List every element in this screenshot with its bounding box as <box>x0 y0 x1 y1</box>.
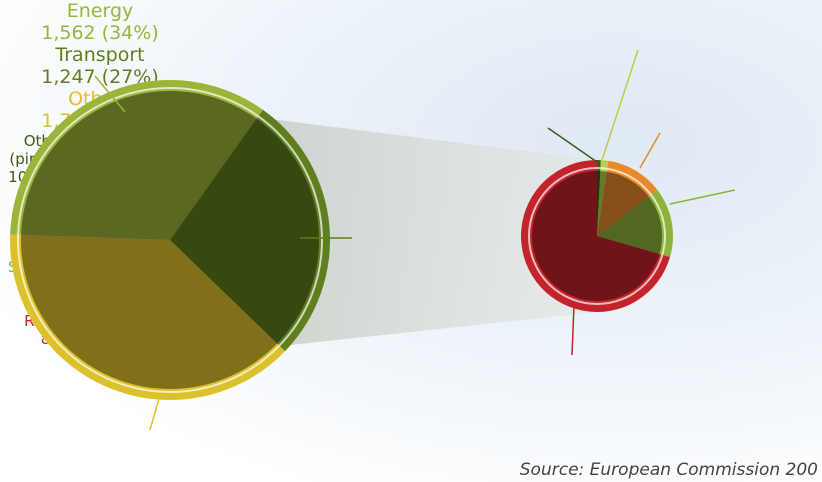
label-name: Transport <box>55 44 145 66</box>
data-label: Transport 1,247 (27%) <box>0 44 200 88</box>
leader-line <box>571 304 575 356</box>
connector <box>262 118 597 347</box>
ring <box>17 87 323 393</box>
pie-slice <box>597 160 658 236</box>
label-name: Energy <box>66 0 134 22</box>
leader-line <box>547 127 598 163</box>
leader-line <box>94 75 126 113</box>
ring <box>528 167 666 305</box>
leader-line <box>669 189 736 205</box>
label-value: 1,247 (27%) <box>41 66 159 88</box>
pie-slice <box>521 160 671 312</box>
pie-slice <box>597 189 674 258</box>
shade <box>21 91 319 389</box>
label-value: 1,562 (34%) <box>41 22 159 44</box>
leader-line <box>149 394 161 431</box>
data-label: Energy 1,562 (34%) <box>0 0 200 44</box>
pie-slice <box>597 160 609 236</box>
pie-slice <box>10 80 263 241</box>
leader-line <box>639 132 661 169</box>
pie-slice <box>10 234 285 400</box>
source: Source: European Commission 200 <box>519 460 818 480</box>
shade <box>532 171 662 301</box>
pie-slice <box>597 160 601 236</box>
pie-slice <box>170 109 330 352</box>
leader-line <box>601 49 639 161</box>
